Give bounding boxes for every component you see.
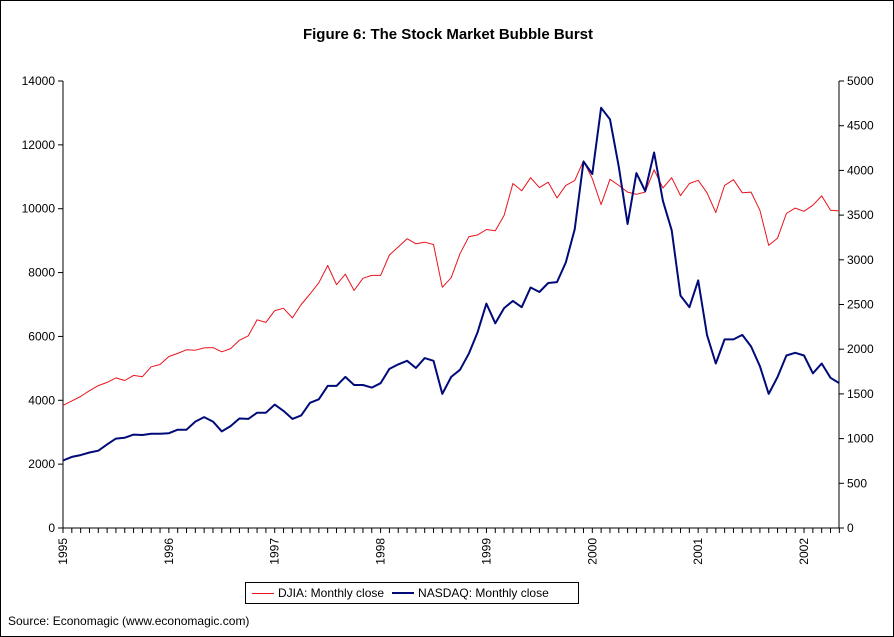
y-right-tick-label: 1500 <box>847 387 874 401</box>
y-left-tick-label: 2000 <box>28 457 55 471</box>
source-note: Source: Economagic (www.economagic.com) <box>8 614 250 628</box>
series-layer <box>62 106 840 462</box>
x-tick-label: 2001 <box>691 538 705 565</box>
x-tick-label: 1998 <box>374 538 388 565</box>
y-right-tick-label: 4500 <box>847 119 874 133</box>
x-tick-label: 2002 <box>797 538 811 565</box>
legend: DJIA: Monthly close NASDAQ: Monthly clos… <box>245 582 579 604</box>
legend-item-djia: DJIA: Monthly close <box>252 586 384 600</box>
series-line-nasdaq <box>62 106 840 462</box>
legend-swatch-nasdaq <box>392 592 415 594</box>
y-right-tick-label: 5000 <box>847 74 874 88</box>
x-tick-label: 1995 <box>56 538 70 565</box>
axes: 0 2000 4000 6000 8000 10000 12000 14000 0 500 1000… <box>22 74 874 565</box>
x-tick-label: 1997 <box>268 538 282 565</box>
legend-label-nasdaq: NASDAQ: Monthly close <box>418 586 549 600</box>
chart-title: Figure 6: The Stock Market Bubble Burst <box>303 26 593 43</box>
x-tick-label: 2000 <box>585 538 599 565</box>
x-tick-label: 1999 <box>479 538 493 565</box>
y-right-tick-label: 2000 <box>847 342 874 356</box>
x-tick-label: 1996 <box>162 538 176 565</box>
y-right-tick-label: 0 <box>847 521 854 535</box>
y-right-tick-label: 3000 <box>847 253 874 267</box>
legend-label-djia: DJIA: Monthly close <box>278 586 385 600</box>
y-right-tick-label: 2500 <box>847 298 874 312</box>
y-left-tick-label: 10000 <box>22 202 56 216</box>
y-right-tick-label: 3500 <box>847 208 874 222</box>
y-left-tick-label: 12000 <box>22 138 56 152</box>
y-left-tick-label: 6000 <box>28 329 55 343</box>
legend-swatch-djia <box>252 592 274 594</box>
y-right-tick-label: 1000 <box>847 432 874 446</box>
y-left-tick-label: 14000 <box>22 74 56 88</box>
y-left-tick-label: 0 <box>48 521 55 535</box>
series-line-djia <box>62 160 840 406</box>
legend-item-nasdaq: NASDAQ: Monthly close <box>392 586 549 600</box>
y-left-tick-label: 4000 <box>28 393 55 407</box>
y-right-tick-label: 4000 <box>847 163 874 177</box>
y-left-tick-label: 8000 <box>28 266 55 280</box>
y-right-tick-label: 500 <box>847 476 867 490</box>
